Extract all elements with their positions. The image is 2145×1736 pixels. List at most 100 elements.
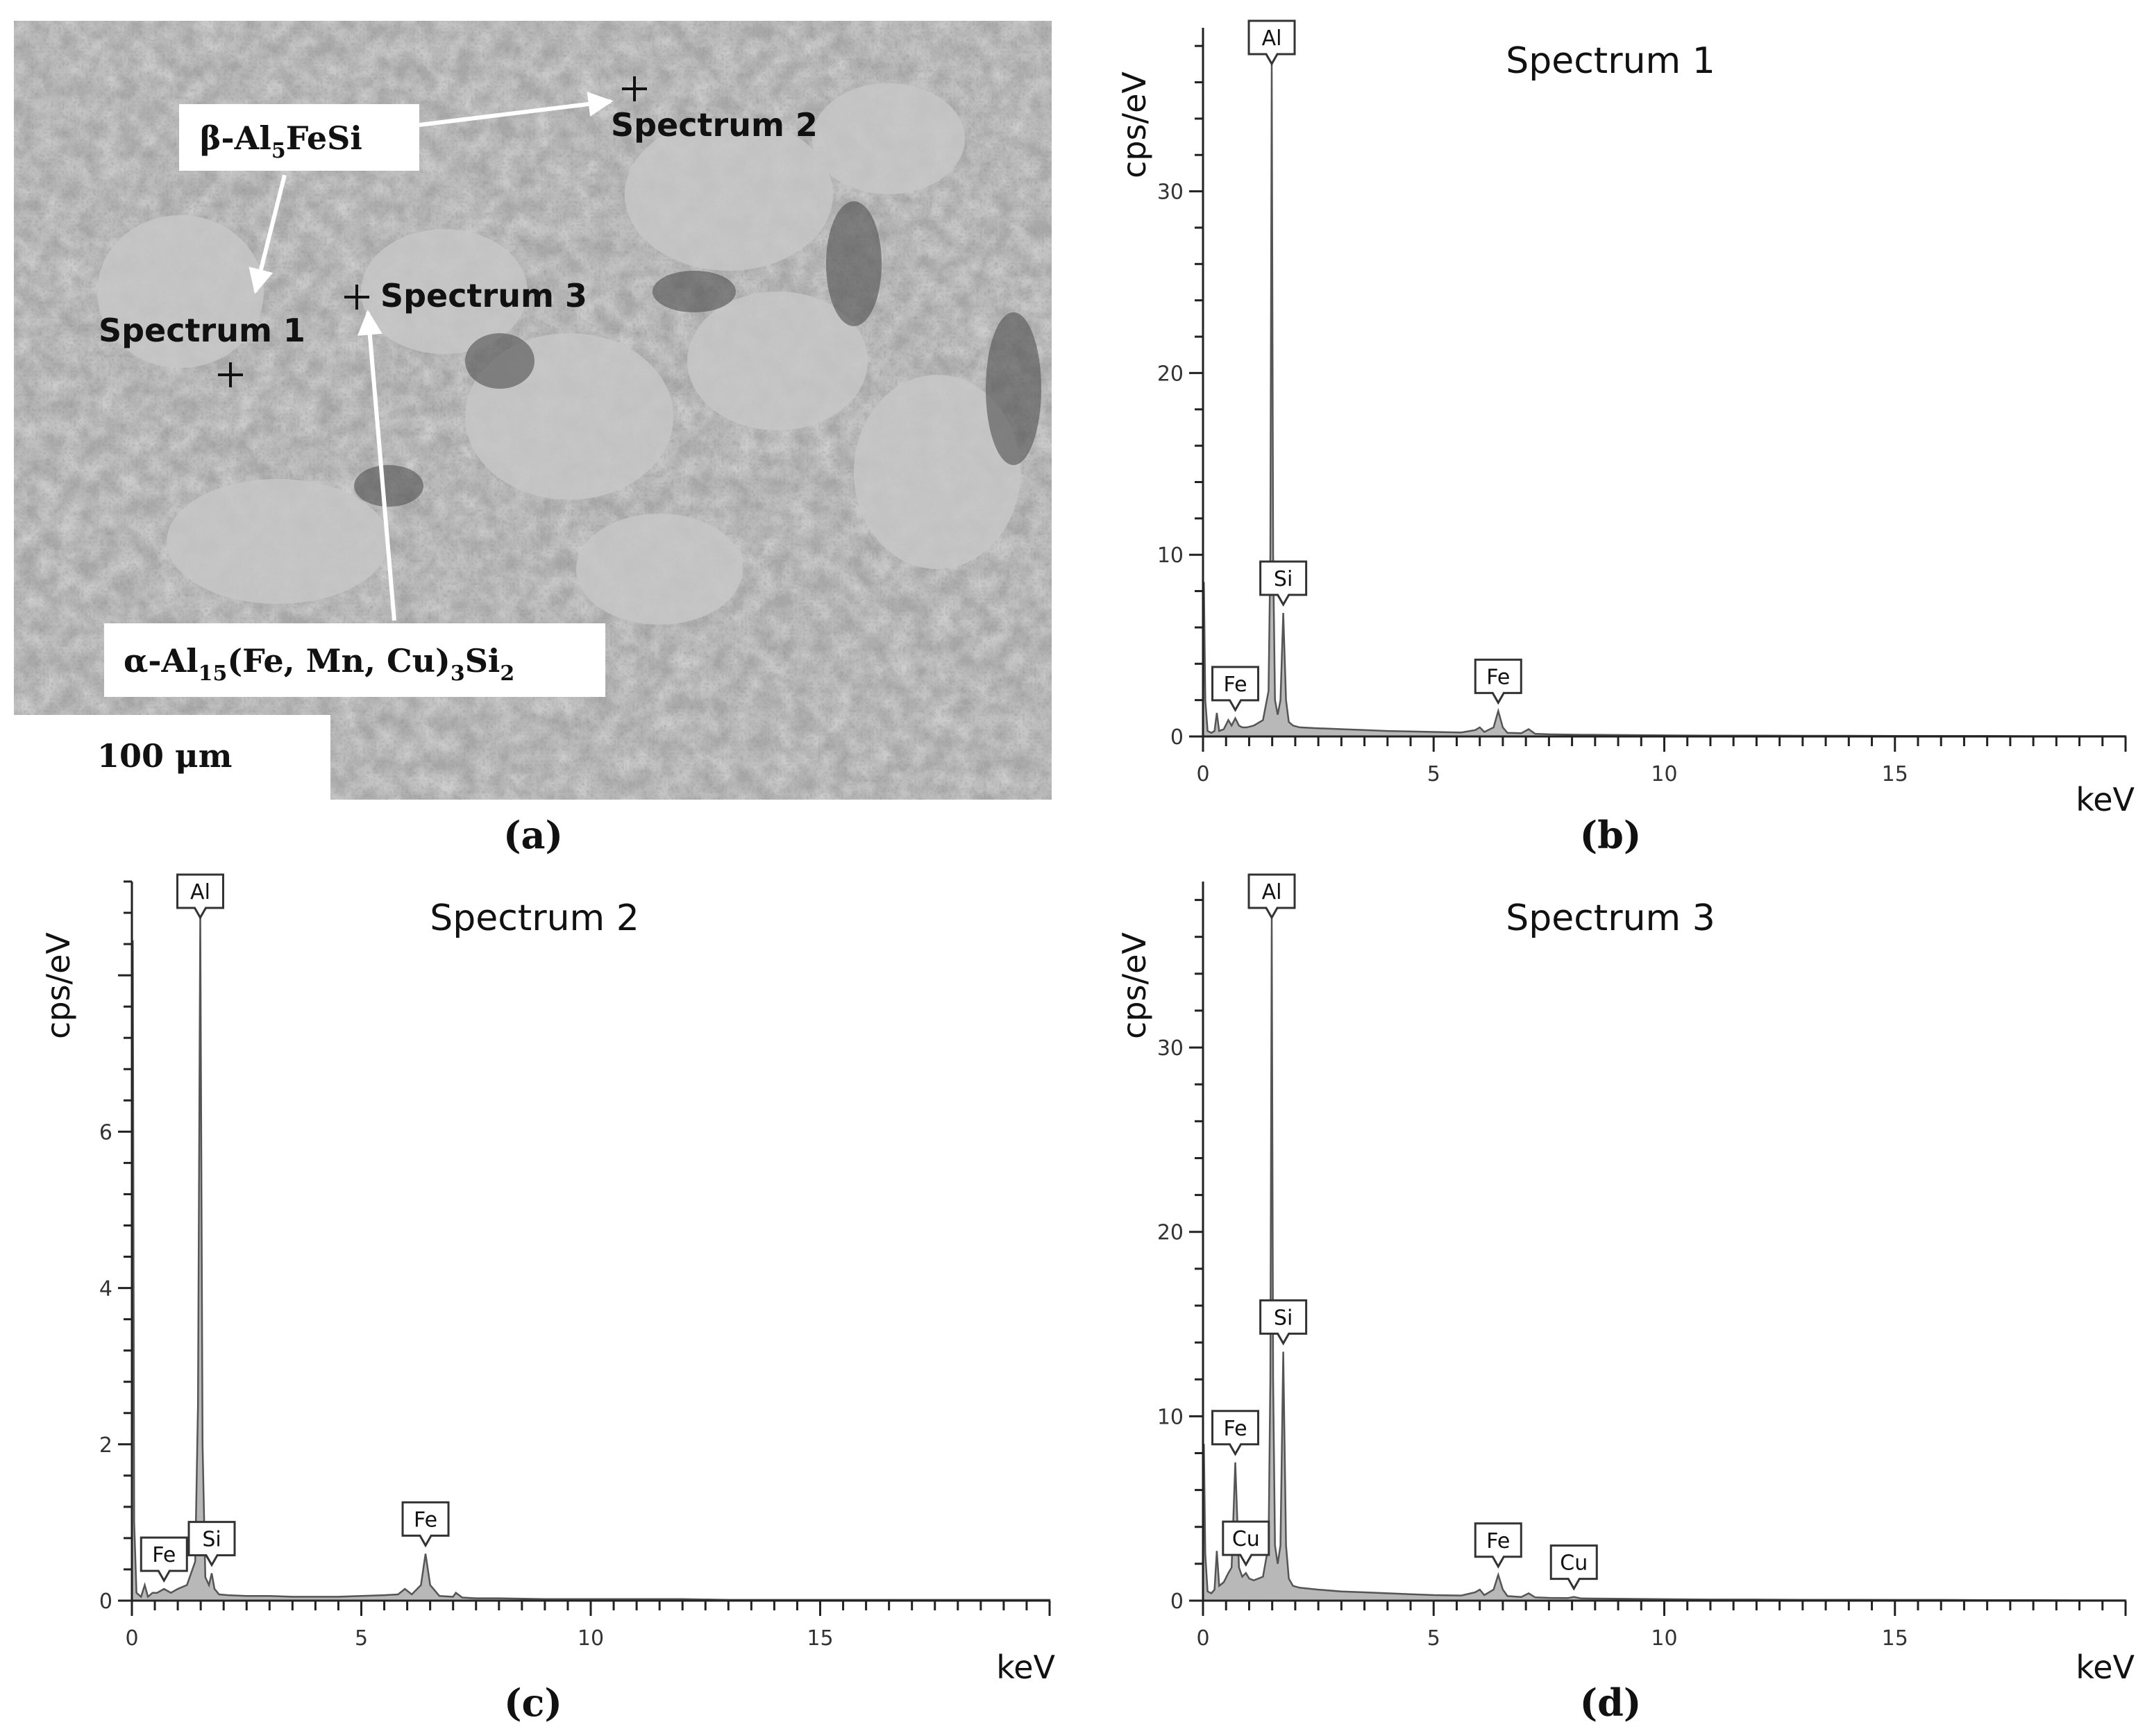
edx-spectrum-2-chart: 0 5 10 15 0 2 4 6 cps/eV keV Spectrum 2 Al Si Fe Fe bbox=[40, 873, 1056, 1686]
x-axis-title: keV bbox=[2076, 1649, 2135, 1686]
peak-label-fe: Fe bbox=[1211, 1410, 1260, 1456]
peak-callout-box bbox=[176, 873, 224, 920]
peak-callout-box bbox=[1211, 1410, 1260, 1456]
peak-callout-box bbox=[1259, 560, 1308, 607]
peak-label-cu: Cu bbox=[1222, 1520, 1270, 1567]
panel-label-c: (c) bbox=[504, 1680, 562, 1725]
peak-element-label: Cu bbox=[1560, 1551, 1588, 1576]
peak-element-label: Al bbox=[1262, 26, 1282, 51]
panel-label-b: (b) bbox=[1580, 813, 1642, 857]
beta-phase-label: β-Al5FeSi bbox=[200, 119, 362, 163]
x-tick-label: 10 bbox=[578, 1626, 604, 1651]
sem-globule bbox=[854, 375, 1020, 569]
y-tick-label: 20 bbox=[1157, 1221, 1184, 1245]
beta-arrow-spectrum1 bbox=[249, 174, 287, 294]
peak-callout-box bbox=[140, 1536, 188, 1583]
spectrum3-spot-label: Spectrum 3 bbox=[380, 277, 587, 314]
sem-shadow bbox=[653, 271, 736, 312]
y-tick-label: 2 bbox=[99, 1433, 112, 1458]
peak-callout-box bbox=[1247, 873, 1296, 920]
peak-label-si: Si bbox=[1259, 1299, 1308, 1346]
peak-label-fe: Fe bbox=[1211, 666, 1260, 712]
peak-element-label: Fe bbox=[1223, 1417, 1247, 1441]
peak-label-fe: Fe bbox=[140, 1536, 188, 1583]
y-tick-label: 0 bbox=[99, 1590, 112, 1614]
peak-label-cu: Cu bbox=[1549, 1544, 1598, 1591]
alpha-phase-label-box bbox=[104, 623, 605, 697]
sem-globule bbox=[687, 292, 868, 430]
peak-label-fe: Fe bbox=[1474, 1522, 1522, 1569]
peak-label-si: Si bbox=[187, 1521, 236, 1567]
beta-phase-label-box bbox=[179, 104, 419, 171]
spectrum1-marker bbox=[218, 362, 243, 387]
sem-globule bbox=[625, 118, 833, 271]
peak-element-label: Fe bbox=[414, 1508, 437, 1532]
peak-element-label: Al bbox=[1262, 880, 1282, 904]
peak-label-al: Al bbox=[1247, 19, 1296, 67]
y-tick-label: 30 bbox=[1157, 180, 1184, 205]
peak-callout-box bbox=[1222, 1520, 1270, 1567]
peak-label-al: Al bbox=[1247, 873, 1296, 920]
peak-element-label: Si bbox=[1274, 567, 1293, 591]
x-tick-label: 5 bbox=[355, 1626, 368, 1651]
sem-micrograph: β-Al5FeSi α-Al15(Fe, Mn, Cu)3Si2 100 μm … bbox=[14, 21, 1052, 800]
chart-title: Spectrum 1 bbox=[1506, 40, 1715, 82]
x-tick-label: 15 bbox=[1882, 1626, 1908, 1651]
chart-title: Spectrum 3 bbox=[1506, 898, 1715, 939]
x-tick-label: 10 bbox=[1651, 762, 1677, 786]
peak-element-label: Fe bbox=[152, 1543, 176, 1567]
x-tick-label: 5 bbox=[1427, 1626, 1440, 1651]
sem-shadows bbox=[354, 201, 1041, 507]
x-tick-label: 15 bbox=[1882, 762, 1908, 786]
peak-callout-box bbox=[1247, 19, 1296, 67]
sem-globule bbox=[812, 83, 965, 194]
alpha-phase-label: α-Al15(Fe, Mn, Cu)3Si2 bbox=[124, 642, 514, 686]
sem-shadow bbox=[465, 333, 535, 389]
peak-callout-box bbox=[401, 1501, 450, 1548]
spectrum-area bbox=[1202, 918, 2127, 1602]
x-tick-label: 5 bbox=[1427, 762, 1440, 786]
spectrum3-marker bbox=[344, 285, 369, 310]
y-tick-label: 10 bbox=[1157, 1405, 1184, 1429]
y-tick-label: 0 bbox=[1170, 725, 1184, 750]
sem-globule bbox=[167, 479, 389, 604]
peak-callout-box bbox=[1549, 1544, 1598, 1591]
x-axis-title: keV bbox=[2076, 781, 2135, 818]
y-tick-label: 20 bbox=[1157, 362, 1184, 386]
peak-element-label: Si bbox=[202, 1528, 221, 1552]
y-tick-label: 6 bbox=[99, 1120, 112, 1145]
peak-callout-box bbox=[1259, 1299, 1308, 1346]
alpha-arrow-spectrum3 bbox=[357, 310, 396, 621]
peak-element-label: Fe bbox=[1486, 1529, 1510, 1553]
spectrum-area bbox=[1202, 64, 2127, 738]
peak-label-fe: Fe bbox=[1474, 658, 1522, 705]
sem-globule bbox=[97, 215, 264, 368]
x-tick-label: 0 bbox=[1196, 1626, 1209, 1651]
chart-title: Spectrum 2 bbox=[430, 898, 639, 939]
x-tick-label: 15 bbox=[807, 1626, 833, 1651]
peak-callout-box bbox=[1474, 1522, 1522, 1569]
peak-label-si: Si bbox=[1259, 560, 1308, 607]
sem-shadow bbox=[826, 201, 882, 326]
sem-globule bbox=[576, 514, 743, 625]
peak-element-label: Si bbox=[1274, 1306, 1293, 1330]
x-tick-label: 0 bbox=[1196, 762, 1209, 786]
peak-element-label: Cu bbox=[1232, 1527, 1260, 1551]
peak-callout-box bbox=[187, 1521, 236, 1567]
y-axis-title: cps/eV bbox=[1116, 71, 1153, 178]
spectrum2-spot-label: Spectrum 2 bbox=[611, 106, 818, 144]
panel-label-d: (d) bbox=[1580, 1680, 1642, 1725]
scale-bar-label: 100 μm bbox=[97, 737, 232, 775]
x-axis-title: keV bbox=[996, 1649, 1055, 1686]
sem-shadow bbox=[354, 465, 423, 507]
x-tick-label: 10 bbox=[1651, 1626, 1677, 1651]
peak-callout-box bbox=[1474, 658, 1522, 705]
peak-callout-box bbox=[1211, 666, 1260, 712]
peak-element-label: Al bbox=[190, 880, 210, 904]
spectrum2-marker bbox=[622, 76, 647, 101]
y-tick-label: 10 bbox=[1157, 543, 1184, 568]
x-tick-label: 0 bbox=[125, 1626, 138, 1651]
spectrum-area bbox=[131, 912, 1051, 1602]
sem-globule bbox=[361, 229, 528, 354]
